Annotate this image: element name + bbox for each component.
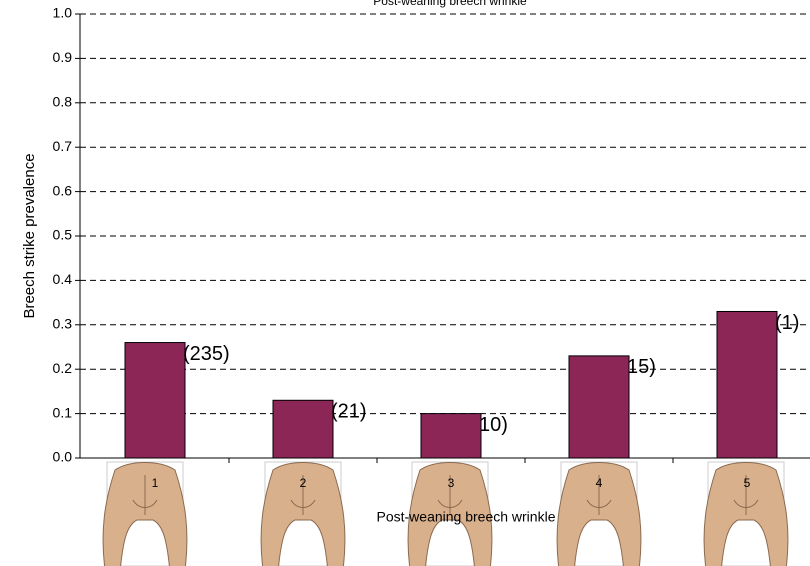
y-tick-label: 0.0 <box>53 449 73 465</box>
category-label: 2 <box>300 476 307 490</box>
bar <box>421 414 481 458</box>
category-label: 5 <box>744 476 751 490</box>
x-axis-label: Post-weaning breech wrinkle <box>377 509 556 525</box>
y-tick-label: 0.8 <box>53 94 73 110</box>
sample-size-label: (1) <box>775 312 799 334</box>
chart-title: Post-weaning breech wrinkle <box>373 0 527 8</box>
y-tick-label: 0.5 <box>53 227 73 243</box>
bar <box>717 311 777 458</box>
category-label: 4 <box>596 476 603 490</box>
sample-size-label: 15) <box>627 356 656 378</box>
y-tick-label: 0.6 <box>53 182 73 198</box>
chart: Post-weaning breech wrinkle Post-weaning… <box>0 0 810 566</box>
category-label: 1 <box>152 476 159 490</box>
sample-size-label: 10) <box>479 414 508 436</box>
y-tick-label: 0.9 <box>53 49 73 65</box>
bar <box>569 356 629 458</box>
y-tick-label: 0.3 <box>53 316 73 332</box>
category-label: 3 <box>448 476 455 490</box>
bar <box>125 343 185 458</box>
y-tick-label: 1.0 <box>53 5 73 21</box>
y-tick-label: 0.2 <box>53 360 73 376</box>
y-tick-label: 0.1 <box>53 404 73 420</box>
y-tick-label: 0.7 <box>53 138 73 154</box>
y-tick-label: 0.4 <box>53 271 73 287</box>
bar <box>273 400 333 458</box>
sample-size-label: (235) <box>183 343 230 365</box>
y-axis-label: Breech strike prevalence <box>21 153 38 318</box>
sample-size-label: (21) <box>331 401 367 423</box>
